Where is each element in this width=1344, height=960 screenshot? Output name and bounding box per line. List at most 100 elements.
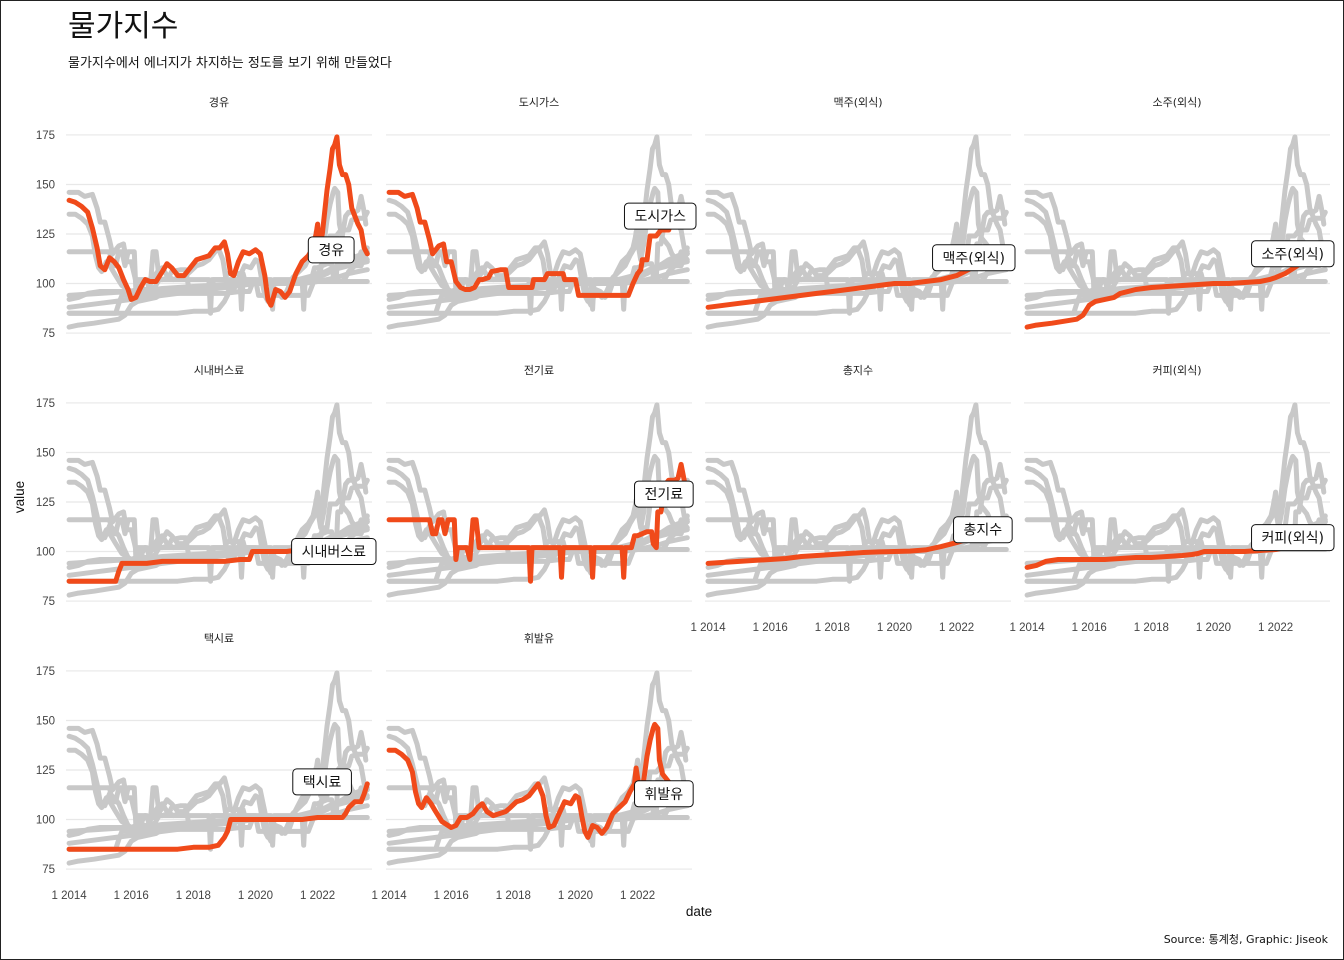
- highlight-series-line: [386, 721, 690, 840]
- y-tick-label: 125: [36, 765, 55, 777]
- context-series-line: [705, 402, 1009, 576]
- x-tick-label: 1 2020: [1196, 622, 1231, 634]
- x-tick-label: 1 2016: [114, 890, 149, 902]
- y-tick-label: 175: [36, 130, 55, 142]
- series-label-text: 전기료: [645, 487, 684, 503]
- y-tick-label: 175: [36, 666, 55, 678]
- y-tick-label: 150: [36, 447, 55, 459]
- series-label-box: [1251, 240, 1335, 268]
- chart-subtitle: 물가지수에서 에너지가 차지하는 정도를 보기 위해 만들었다: [68, 56, 392, 71]
- y-tick-label: 175: [36, 398, 55, 410]
- facet-title: 휘발유: [524, 632, 554, 645]
- x-tick-label: 1 2022: [939, 622, 974, 634]
- facet-title: 소주(외식): [1152, 96, 1201, 109]
- series-label-box: [292, 768, 352, 796]
- x-tick-label: 1 2018: [176, 890, 211, 902]
- context-series-line: [705, 134, 1009, 308]
- context-series-line: [1024, 185, 1328, 304]
- series-label-box: [634, 780, 694, 808]
- highlight-series-line: [66, 781, 370, 852]
- series-label: 총지수: [953, 516, 1013, 544]
- series-label-text: 택시료: [303, 775, 342, 791]
- facet-panel: 맥주(외식) 맥주(외식): [705, 96, 1016, 334]
- x-tick-label: 1 2014: [1010, 622, 1046, 634]
- x-tick-label: 1 2018: [496, 890, 531, 902]
- chart-title: 물가지수: [68, 9, 178, 44]
- context-series-line: [705, 453, 1009, 572]
- x-tick-label: 1 2014: [52, 890, 88, 902]
- y-tick-label: 100: [36, 547, 55, 559]
- facet-panel: 휘발유 1 2014 1 2016 1 2018 1 2020 1 2022 휘발유: [372, 632, 694, 902]
- x-tick-label: 1 2022: [1258, 622, 1293, 634]
- context-series-line: [386, 134, 690, 308]
- x-tick-label: 1 2022: [300, 890, 335, 902]
- caption: Source: 통계청, Graphic: Jiseok: [1164, 933, 1329, 946]
- series-label: 시내버스료: [291, 538, 377, 566]
- facet-panel: 소주(외식) 소주(외식): [1024, 96, 1335, 334]
- facet-panel: 커피(외식) 1 2014 1 2016 1 2018 1 2020 1 2022 커피(외…: [1010, 364, 1335, 634]
- y-tick-label: 100: [36, 279, 55, 291]
- x-tick-label: 1 2016: [753, 622, 788, 634]
- facet-panel: 시내버스료 75 100 125 150 175 시내버스료: [36, 364, 377, 608]
- x-axis-title: date: [686, 904, 712, 919]
- highlight-series-line: [1024, 249, 1328, 330]
- series-label-box: [623, 202, 697, 230]
- x-tick-label: 1 2020: [238, 890, 273, 902]
- series-label: 휘발유: [634, 780, 694, 808]
- series-label: 소주(외식): [1251, 240, 1335, 268]
- facet-panel: 총지수 1 2014 1 2016 1 2018 1 2020 1 2022 총지수: [691, 364, 1013, 634]
- facet-panel: 경유 75 100 125 150 175 경유: [36, 96, 372, 340]
- context-series-line: [1024, 134, 1328, 308]
- y-tick-label: 150: [36, 715, 55, 727]
- x-tick-label: 1 2020: [877, 622, 912, 634]
- context-series-line: [386, 185, 690, 304]
- context-series-line: [386, 453, 690, 572]
- series-label-box: [953, 516, 1013, 544]
- context-series-line: [386, 402, 690, 576]
- y-tick-label: 75: [42, 596, 55, 608]
- series-label-box: [932, 244, 1016, 272]
- series-label-box: [307, 236, 355, 264]
- x-tick-label: 1 2014: [372, 890, 408, 902]
- x-tick-label: 1 2020: [558, 890, 593, 902]
- series-label-text: 휘발유: [645, 787, 684, 803]
- x-tick-label: 1 2016: [1072, 622, 1107, 634]
- highlight-series-line: [386, 189, 690, 298]
- series-label-text: 총지수: [964, 523, 1003, 539]
- context-series-line: [66, 721, 370, 840]
- x-tick-label: 1 2018: [1134, 622, 1169, 634]
- series-label: 전기료: [634, 480, 694, 508]
- facet-title: 총지수: [843, 364, 873, 377]
- series-label-box: [634, 480, 694, 508]
- y-tick-label: 75: [42, 328, 55, 340]
- x-tick-label: 1 2018: [815, 622, 850, 634]
- series-label-text: 시내버스료: [302, 545, 367, 561]
- context-series-line: [1024, 402, 1328, 576]
- y-tick-label: 150: [36, 179, 55, 191]
- series-label-text: 소주(외식): [1262, 247, 1324, 263]
- series-label-text: 커피(외식): [1262, 531, 1324, 547]
- context-series-line: [705, 185, 1009, 304]
- y-tick-label: 100: [36, 815, 55, 827]
- facet-title: 커피(외식): [1152, 364, 1201, 377]
- context-series-line: [66, 453, 370, 572]
- y-tick-label: 125: [36, 229, 55, 241]
- x-tick-label: 1 2022: [620, 890, 655, 902]
- series-label: 택시료: [292, 768, 352, 796]
- context-series-line: [1024, 453, 1328, 572]
- facet-title: 맥주(외식): [833, 96, 882, 109]
- context-series-line: [66, 402, 370, 576]
- series-label: 커피(외식): [1251, 524, 1335, 552]
- facet-panel: 택시료 75 100 125 150 175 1 2014 1 2016 1 2018 1 202…: [36, 632, 372, 902]
- series-label-text: 도시가스: [634, 209, 686, 225]
- series-label-box: [291, 538, 377, 566]
- series-label: 경유: [307, 236, 355, 264]
- series-label-text: 경유: [318, 243, 344, 259]
- x-tick-label: 1 2014: [691, 622, 727, 634]
- y-tick-label: 125: [36, 497, 55, 509]
- x-tick-label: 1 2016: [434, 890, 469, 902]
- y-axis-title: value: [12, 481, 27, 513]
